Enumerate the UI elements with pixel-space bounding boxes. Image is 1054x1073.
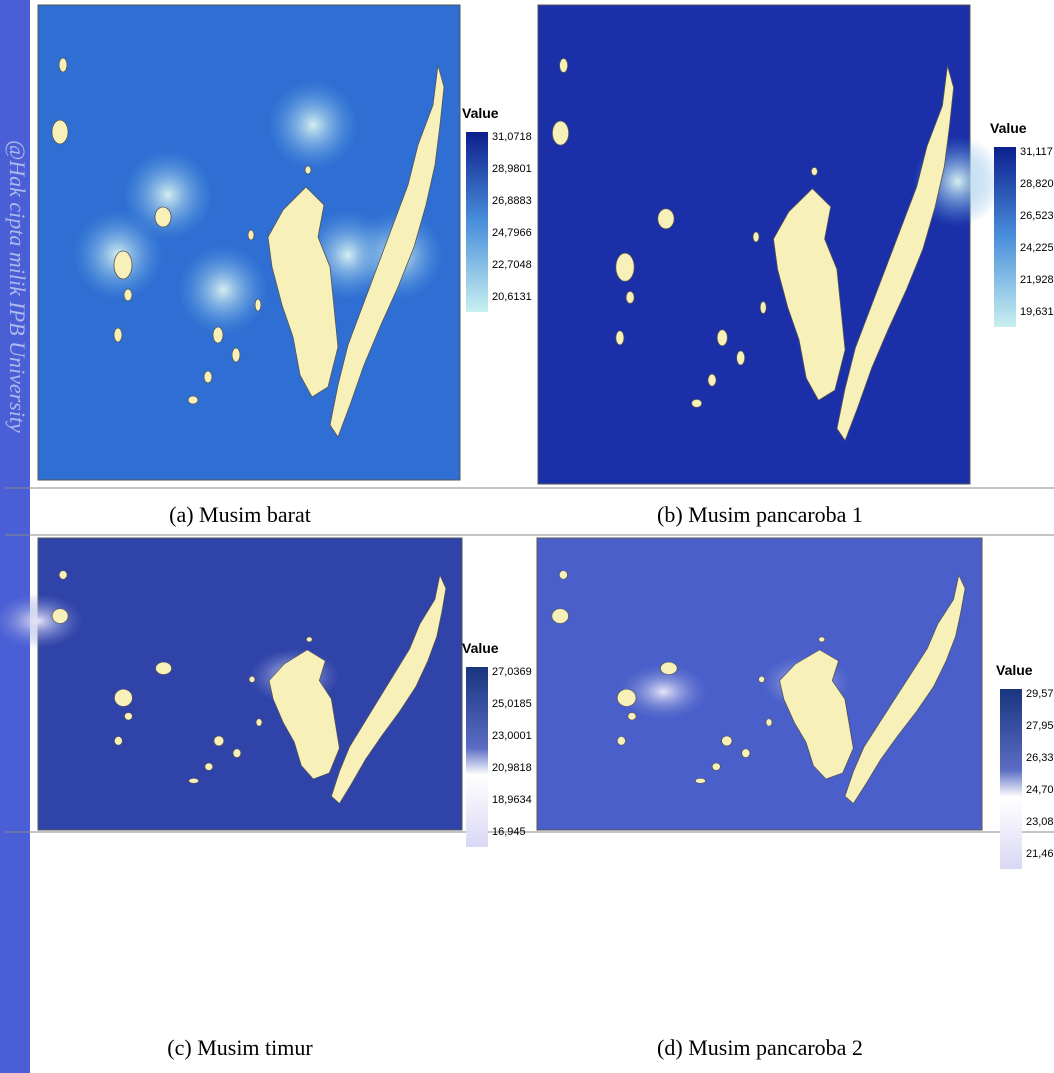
- legend-label: 28,820: [1020, 178, 1054, 190]
- caption: (b) Musim pancaroba 1: [657, 502, 863, 527]
- legend-label: 31,117: [1020, 146, 1053, 158]
- legend-label: 24,7966: [492, 227, 532, 239]
- legend-title: Value: [990, 120, 1027, 136]
- legend-label: 19,631: [1020, 306, 1054, 318]
- legend-title: Value: [996, 662, 1033, 678]
- legend-label: 28,9801: [492, 163, 532, 175]
- watermark: @Hak cipta milik IPB University: [5, 140, 30, 433]
- map: [537, 538, 982, 830]
- legend-label: 24,225: [1020, 242, 1054, 254]
- legend-label: 31,0718: [492, 131, 532, 143]
- value-patch: [268, 80, 358, 170]
- caption: (c) Musim timur: [167, 1035, 313, 1060]
- figure: Value 31,0718 28,9801 26,8883 24,7966 22,7048…: [0, 0, 1054, 1073]
- legend-label: 18,9634: [492, 794, 532, 806]
- map: [538, 5, 1003, 484]
- legend-label: 25,0185: [492, 698, 532, 710]
- legend-bar: [466, 667, 488, 847]
- legend-label: 20,9818: [492, 762, 532, 774]
- legend-label: 26,523: [1020, 210, 1054, 222]
- map: [0, 538, 462, 830]
- legend-title: Value: [462, 640, 499, 656]
- value-patch: [178, 245, 268, 335]
- legend-label: 21,462: [1026, 848, 1054, 860]
- legend-label: 22,7048: [492, 259, 532, 271]
- value-patch: [123, 150, 213, 240]
- legend-label: 26,331: [1026, 752, 1054, 764]
- legend-bar: [1000, 689, 1022, 869]
- legend-bar: [994, 147, 1016, 327]
- caption: (d) Musim pancaroba 2: [657, 1035, 863, 1060]
- legend-label: 23,085: [1026, 816, 1054, 828]
- legend-label: 21,928: [1020, 274, 1054, 286]
- legend-label: 24,708: [1026, 784, 1054, 796]
- legend-label: 29,577: [1026, 688, 1054, 700]
- legend-bar: [466, 132, 488, 312]
- legend-label: 23,0001: [492, 730, 532, 742]
- legend-label: 27,0369: [492, 666, 532, 678]
- caption: (a) Musim barat: [169, 502, 311, 527]
- legend-label: 27,954: [1026, 720, 1054, 732]
- legend-label: 16,945: [492, 826, 526, 838]
- legend-label: 20,6131: [492, 291, 532, 303]
- legend-label: 26,8883: [492, 195, 532, 207]
- map: [38, 5, 460, 480]
- legend-title: Value: [462, 105, 499, 121]
